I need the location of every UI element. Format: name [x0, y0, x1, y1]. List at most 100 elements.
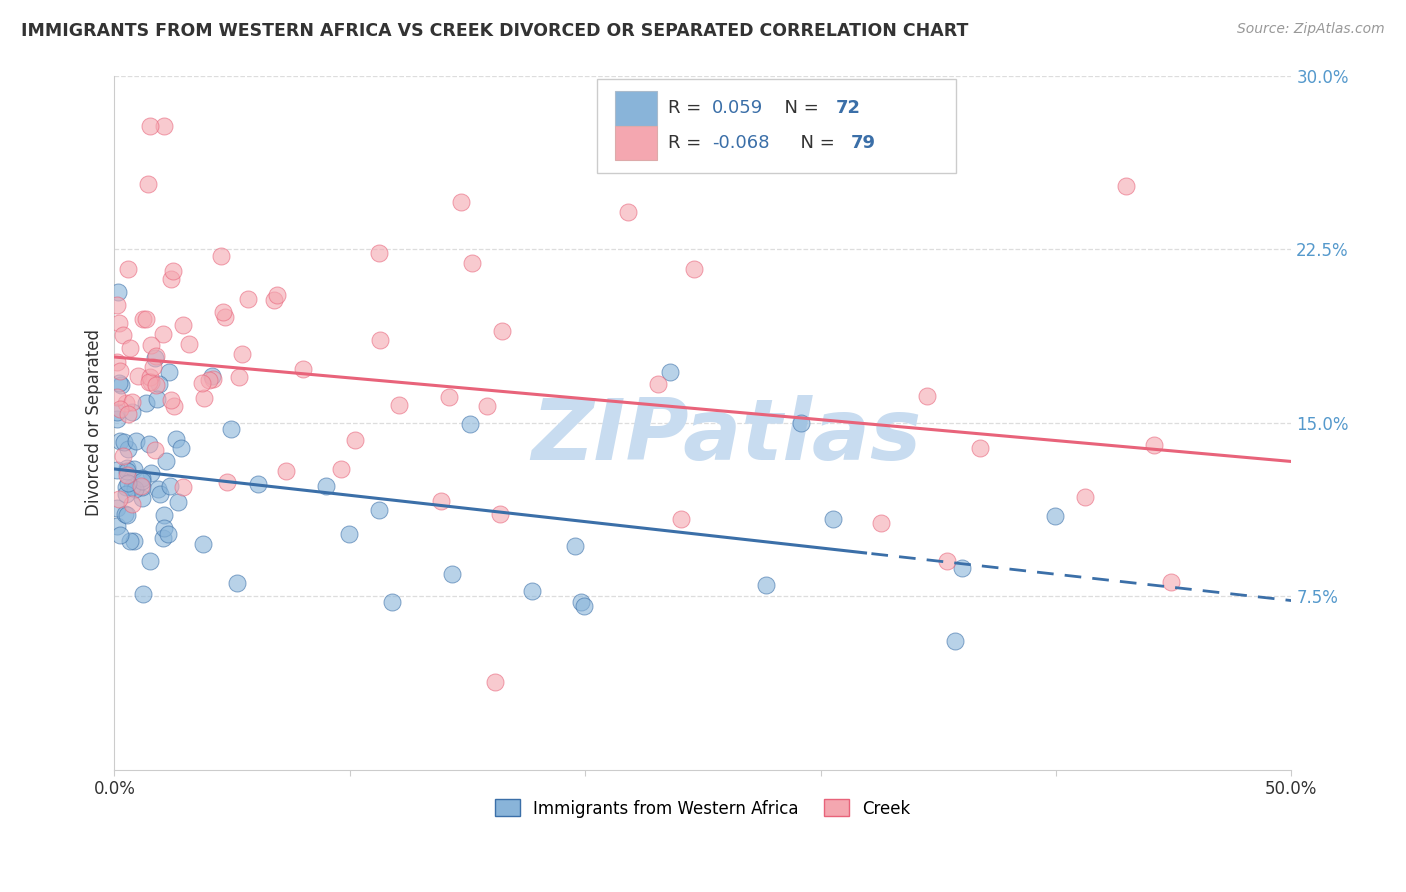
Point — [215, 475, 238, 489]
Point — [564, 539, 586, 553]
Point — [969, 442, 991, 456]
Point — [152, 531, 174, 545]
Point — [117, 407, 139, 421]
Point — [115, 480, 138, 494]
Point — [821, 512, 844, 526]
Point — [172, 480, 194, 494]
Point — [146, 392, 169, 406]
Point — [136, 177, 159, 191]
FancyBboxPatch shape — [614, 92, 657, 126]
Point — [430, 494, 453, 508]
Point — [153, 508, 176, 523]
Point — [671, 512, 693, 526]
Point — [458, 417, 481, 432]
Point — [107, 285, 129, 300]
Point — [105, 412, 128, 426]
Text: N =: N = — [773, 99, 825, 117]
Point — [105, 390, 128, 404]
Point — [1115, 179, 1137, 194]
Point — [110, 528, 132, 542]
Point — [148, 376, 170, 391]
Point — [201, 372, 224, 386]
Point — [132, 312, 155, 326]
Legend: Immigrants from Western Africa, Creek: Immigrants from Western Africa, Creek — [488, 793, 917, 824]
Point — [266, 288, 288, 302]
Point — [121, 497, 143, 511]
Point — [122, 462, 145, 476]
Point — [344, 434, 367, 448]
Point — [110, 378, 132, 392]
Point — [139, 338, 162, 352]
Point — [152, 521, 174, 535]
Point — [214, 310, 236, 325]
Point — [114, 487, 136, 501]
Point — [114, 508, 136, 522]
Point — [124, 434, 146, 449]
Point — [219, 422, 242, 436]
Point — [132, 587, 155, 601]
Point — [943, 633, 966, 648]
Point — [138, 554, 160, 568]
Point — [142, 360, 165, 375]
Point — [450, 195, 472, 210]
Point — [935, 554, 957, 568]
Point — [247, 476, 270, 491]
Point — [120, 533, 142, 548]
Point — [201, 369, 224, 384]
Point — [120, 341, 142, 355]
Point — [190, 376, 212, 391]
Point — [683, 261, 706, 276]
Point — [170, 441, 193, 455]
Point — [105, 298, 128, 312]
Point — [520, 583, 543, 598]
Point — [115, 468, 138, 483]
Point — [141, 375, 163, 389]
Point — [124, 534, 146, 549]
Point — [167, 495, 190, 509]
Point — [157, 365, 180, 379]
Point — [172, 318, 194, 332]
Point — [139, 119, 162, 133]
Point — [115, 464, 138, 478]
Point — [489, 507, 512, 521]
Point — [162, 264, 184, 278]
Point — [135, 396, 157, 410]
Point — [117, 262, 139, 277]
Point — [131, 475, 153, 489]
Point — [441, 566, 464, 581]
Point — [388, 398, 411, 412]
Point — [112, 449, 135, 463]
Point — [368, 246, 391, 260]
Point — [491, 324, 513, 338]
Text: R =: R = — [668, 134, 707, 152]
Point — [117, 475, 139, 490]
Point — [145, 351, 167, 365]
Point — [437, 390, 460, 404]
Text: -0.068: -0.068 — [713, 134, 770, 152]
Text: ZIPatlas: ZIPatlas — [531, 395, 921, 478]
Point — [155, 454, 177, 468]
Point — [152, 326, 174, 341]
Point — [193, 391, 215, 405]
FancyBboxPatch shape — [598, 79, 956, 173]
Point — [138, 437, 160, 451]
Point — [228, 369, 250, 384]
Point — [870, 516, 893, 531]
Point — [117, 508, 139, 522]
Point — [117, 442, 139, 456]
Point — [193, 536, 215, 550]
Point — [755, 577, 778, 591]
Point — [368, 503, 391, 517]
Point — [380, 594, 402, 608]
Point — [368, 334, 391, 348]
Point — [121, 480, 143, 494]
Point — [1043, 509, 1066, 524]
Point — [789, 416, 811, 430]
Point — [160, 272, 183, 286]
Point — [330, 462, 353, 476]
Point — [569, 595, 592, 609]
Point — [145, 378, 167, 392]
Point — [659, 366, 682, 380]
Point — [165, 433, 187, 447]
Point — [121, 405, 143, 419]
